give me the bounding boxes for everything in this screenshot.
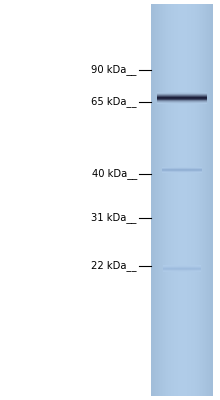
Bar xyxy=(160,4,161,396)
Bar xyxy=(200,4,201,396)
Bar xyxy=(165,4,166,396)
Bar xyxy=(156,4,157,396)
Bar xyxy=(201,4,202,396)
Bar xyxy=(209,4,210,396)
Bar xyxy=(187,4,188,396)
Bar xyxy=(194,4,195,396)
Bar xyxy=(170,4,172,396)
Bar xyxy=(194,4,196,396)
Bar xyxy=(202,4,203,396)
Bar xyxy=(159,4,160,396)
Bar xyxy=(169,4,170,396)
Bar xyxy=(166,4,167,396)
Bar xyxy=(203,4,204,396)
Bar xyxy=(189,4,191,396)
Bar xyxy=(177,4,178,396)
Bar xyxy=(154,4,155,396)
Bar xyxy=(163,4,164,396)
Bar xyxy=(180,4,181,396)
Bar xyxy=(211,4,212,396)
Bar xyxy=(204,4,205,396)
Bar xyxy=(210,4,211,396)
Bar xyxy=(196,4,197,396)
Bar xyxy=(184,4,185,396)
Bar xyxy=(190,4,191,396)
Bar xyxy=(188,4,189,396)
Bar xyxy=(151,4,152,396)
Bar xyxy=(164,4,165,396)
Bar xyxy=(208,4,209,396)
Bar xyxy=(176,4,177,396)
Text: 22 kDa__: 22 kDa__ xyxy=(91,260,137,272)
Bar xyxy=(205,4,206,396)
Bar xyxy=(198,4,199,396)
Text: 90 kDa__: 90 kDa__ xyxy=(92,64,137,76)
Bar xyxy=(161,4,162,396)
Bar xyxy=(153,4,154,396)
Bar xyxy=(152,4,153,396)
Bar xyxy=(172,4,173,396)
Bar xyxy=(197,4,198,396)
Bar xyxy=(162,4,163,396)
Bar xyxy=(157,4,158,396)
Bar xyxy=(206,4,207,396)
Bar xyxy=(186,4,187,396)
Bar xyxy=(199,4,200,396)
Bar xyxy=(151,4,213,396)
Bar xyxy=(191,4,192,396)
Bar xyxy=(185,4,186,396)
Bar xyxy=(167,4,169,396)
Bar xyxy=(183,4,184,396)
Text: 31 kDa__: 31 kDa__ xyxy=(92,212,137,224)
Text: 65 kDa__: 65 kDa__ xyxy=(91,96,137,108)
Bar xyxy=(158,4,159,396)
Bar xyxy=(155,4,156,396)
Bar xyxy=(174,4,175,396)
Bar xyxy=(207,4,208,396)
Text: 40 kDa__: 40 kDa__ xyxy=(92,168,137,180)
Bar xyxy=(175,4,176,396)
Bar xyxy=(212,4,213,396)
Bar xyxy=(182,4,183,396)
Bar xyxy=(178,4,179,396)
Bar xyxy=(173,4,174,396)
Bar xyxy=(192,4,194,396)
Bar xyxy=(181,4,182,396)
Bar xyxy=(179,4,180,396)
